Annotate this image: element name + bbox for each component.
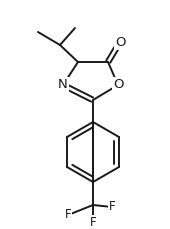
Text: F: F <box>65 208 71 221</box>
Text: F: F <box>109 201 115 213</box>
Text: F: F <box>90 215 96 229</box>
Text: N: N <box>58 79 68 92</box>
Text: O: O <box>115 35 125 49</box>
Text: O: O <box>113 79 123 92</box>
